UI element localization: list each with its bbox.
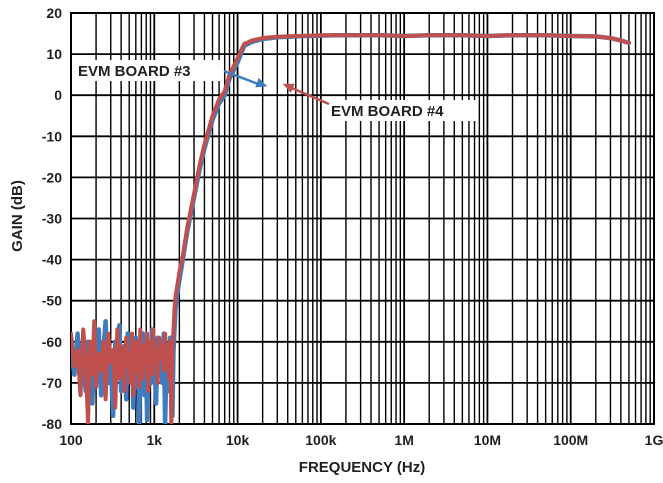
y-tick-label: -10 [42,128,62,144]
annotations: EVM BOARD #3 EVM BOARD #4 [75,60,476,121]
y-tick-label: -60 [42,334,62,350]
x-tick-label: 100M [553,432,588,448]
x-axis-label: FREQUENCY (Hz) [299,459,425,476]
x-tick-label: 1M [394,432,413,448]
series-line-evm-board-4 [71,33,631,424]
y-axis-label: GAIN (dB) [9,180,26,252]
y-tick-label: -30 [42,211,62,227]
y-tick-label: -80 [42,416,62,432]
annotation-arrowhead-evm-board-4 [282,83,295,93]
y-tick-label: 10 [46,46,62,62]
y-tick-labels: 20 10 0 -10 -20 -30 -40 -50 -60 -70 -80 [42,5,62,432]
x-tick-label: 10k [226,432,250,448]
annotation-evm-board-4: EVM BOARD #4 [331,103,444,120]
y-tick-label: 0 [54,87,62,103]
annotation-background [75,60,223,81]
plot-frame [70,12,655,425]
annotation-arrow-evm-board-4 [286,84,330,106]
annotation-background [328,100,476,121]
series-layer [71,32,632,424]
x-tick-label: 100k [305,432,336,448]
annotation-evm-board-3: EVM BOARD #3 [78,63,191,80]
x-tick-label: 1G [645,432,663,448]
x-tick-labels: 100 1k 10k 100k 1M 10M 100M 1G [59,432,663,448]
x-tick-label: 1k [146,432,162,448]
y-tick-label: -70 [42,375,62,391]
y-tick-label: -20 [42,169,62,185]
y-tick-label: -40 [42,252,62,268]
x-tick-label: 100 [59,432,83,448]
y-tick-label: -50 [42,293,62,309]
x-tick-label: 10M [474,432,501,448]
annotation-arrowhead-evm-board-3 [255,77,268,88]
y-tick-label: 20 [46,5,62,21]
